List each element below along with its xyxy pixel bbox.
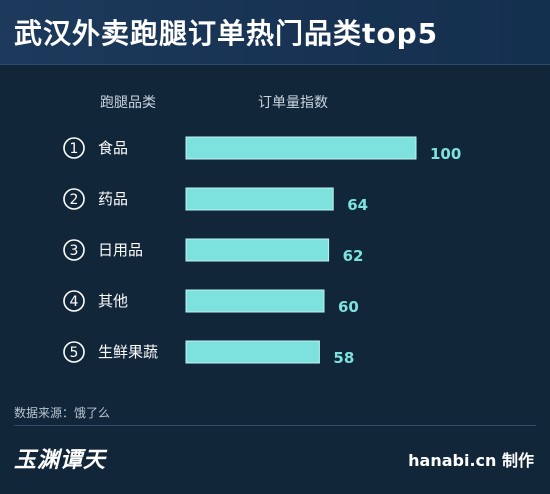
bar [185,187,334,211]
title-bar: 武汉外卖跑腿订单热门品类top5 [0,0,550,65]
bar [185,136,417,160]
footer-divider [14,425,536,426]
value-label: 58 [333,349,354,367]
value-label: 62 [343,247,364,265]
rank-number: 5 [70,345,79,361]
value-column-header: 订单量指数 [258,95,328,111]
data-source: 数据来源：饿了么 [14,406,111,420]
bar [185,238,330,262]
value-label: 64 [347,196,368,214]
bar [185,289,325,313]
rank-number: 3 [70,243,79,259]
rank-badge [63,341,85,363]
category-label: 生鲜果蔬 [98,343,158,361]
credit-text: hanabi.cn 制作 [408,451,534,470]
value-label: 60 [338,298,359,316]
chart-title: 武汉外卖跑腿订单热门品类top5 [14,17,439,50]
rank-badge [63,137,85,159]
bar [185,340,320,364]
value-label: 100 [430,145,461,163]
category-label: 日用品 [98,241,143,259]
rank-badge [63,239,85,261]
category-column-header: 跑腿品类 [100,95,156,111]
category-label: 药品 [98,190,128,208]
category-label: 其他 [98,292,128,310]
rank-number: 1 [70,141,79,157]
rank-badge [63,188,85,210]
rank-number: 2 [70,192,79,208]
rank-number: 4 [70,294,79,310]
brand-logo: 玉渊谭天 [14,448,107,473]
rank-badge [63,290,85,312]
category-label: 食品 [98,139,128,157]
